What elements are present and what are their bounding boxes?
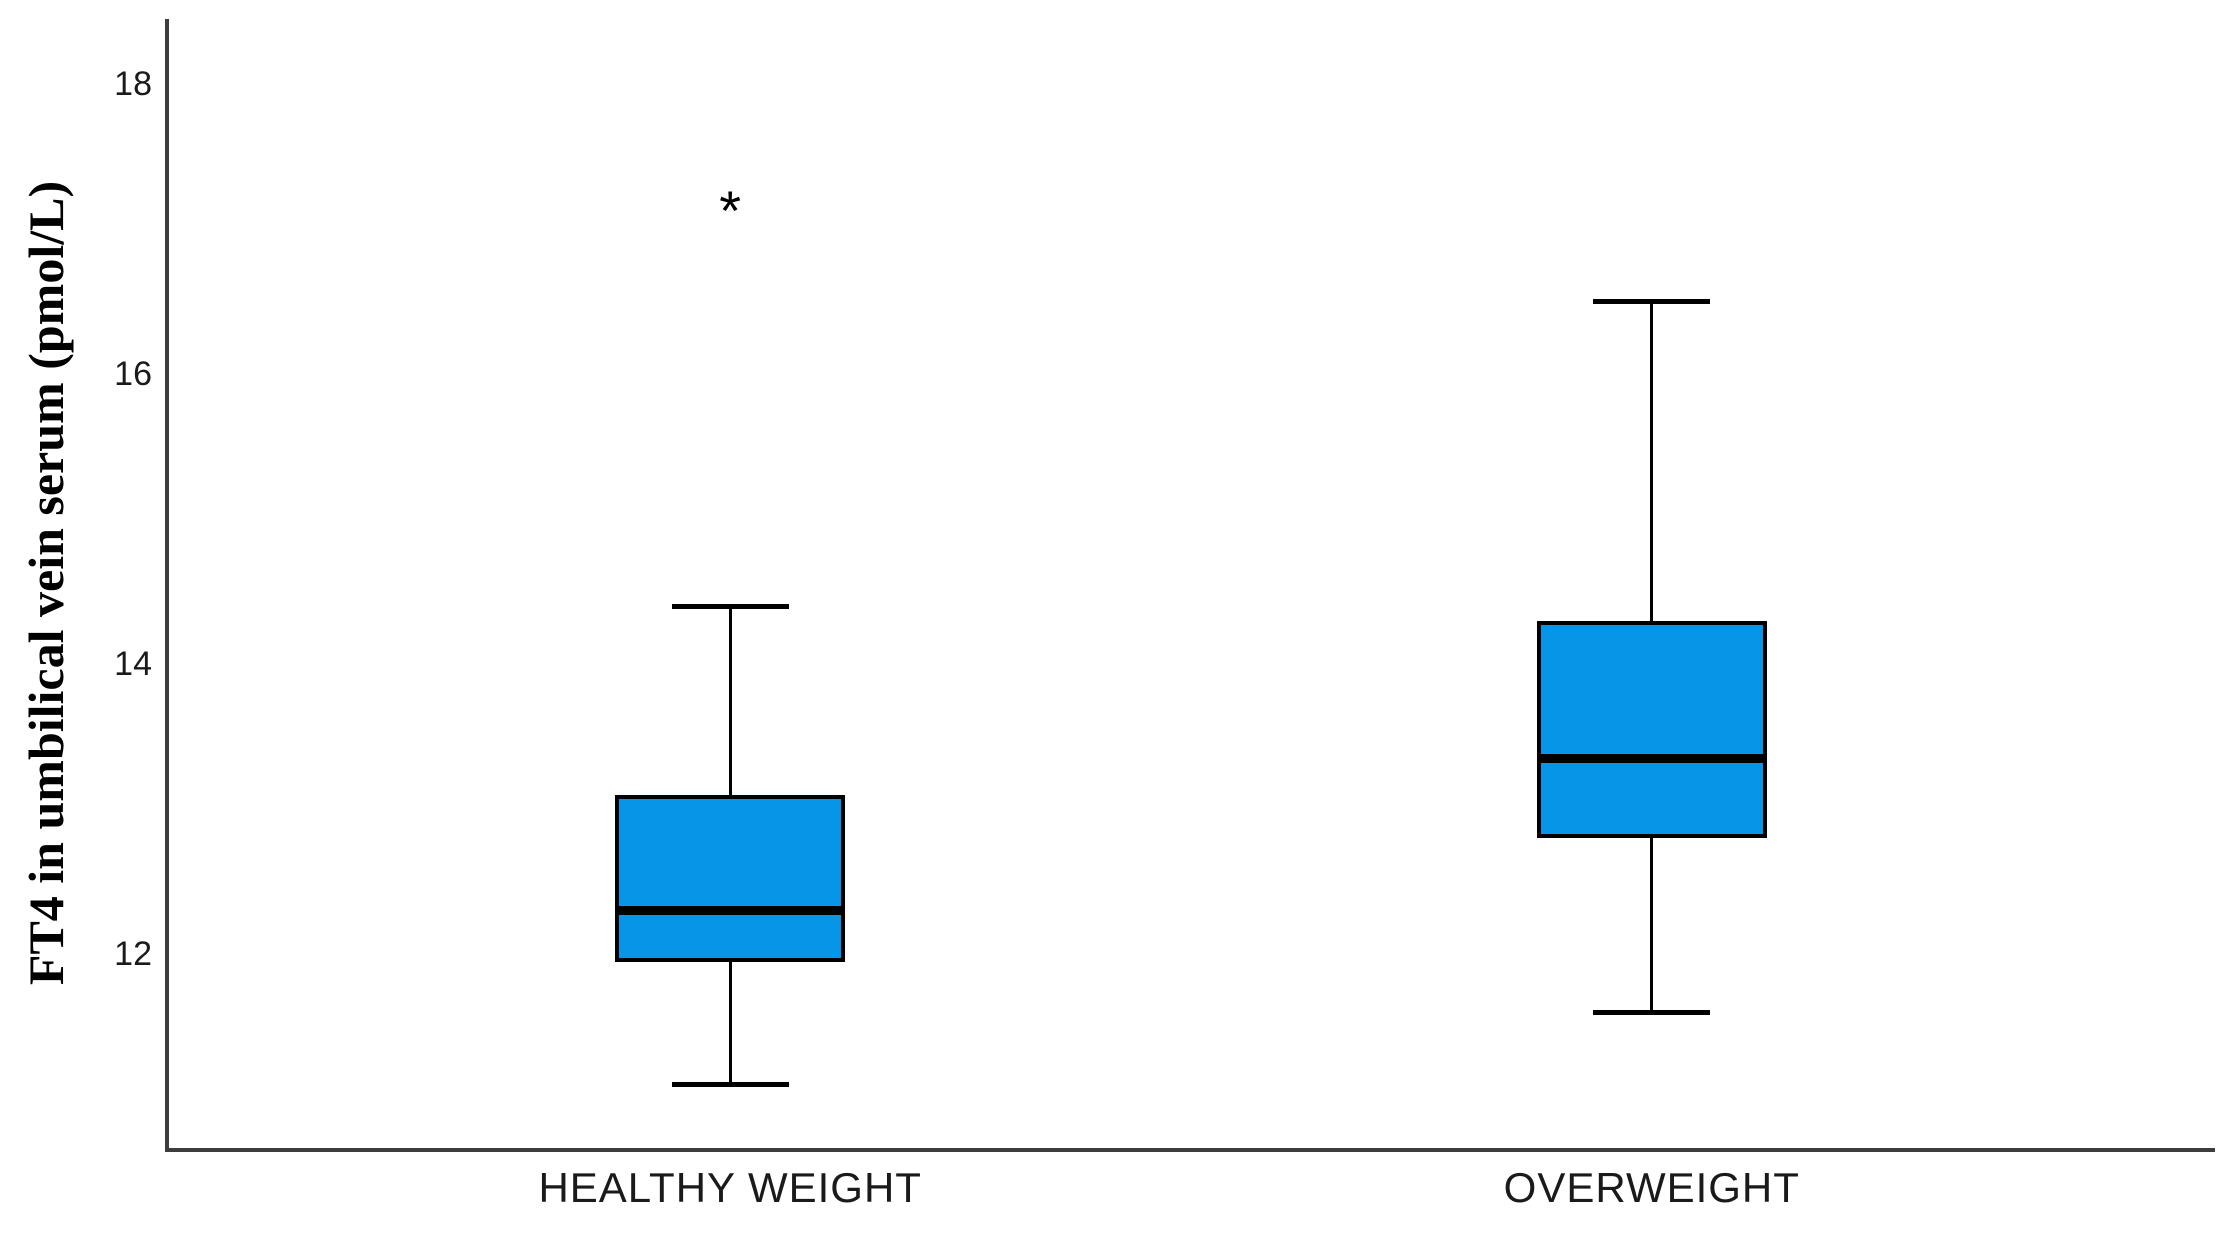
- iqr-box: [615, 794, 846, 962]
- outlier-marker: *: [719, 179, 742, 243]
- lower-whisker-line: [1650, 838, 1654, 1013]
- lower-whisker-line: [728, 961, 732, 1085]
- upper-whisker-cap: [1593, 299, 1711, 305]
- iqr-box: [1536, 620, 1767, 839]
- median-line: [615, 906, 846, 916]
- y-axis-line: [165, 19, 169, 1150]
- y-axis-label: FT4 in umbilical vein serum (pmol/L): [18, 180, 74, 986]
- y-tick-label: 14: [114, 645, 152, 684]
- y-tick-label: 18: [114, 65, 152, 104]
- median-line: [1536, 754, 1767, 763]
- upper-whisker-line: [728, 606, 732, 795]
- upper-whisker-line: [1650, 301, 1654, 621]
- y-tick-label: 12: [114, 935, 152, 974]
- upper-whisker-cap: [671, 603, 789, 609]
- lower-whisker-cap: [1593, 1009, 1711, 1015]
- category-label: OVERWEIGHT: [1503, 1164, 1800, 1211]
- category-label: HEALTHY WEIGHT: [538, 1164, 922, 1211]
- lower-whisker-cap: [671, 1082, 789, 1088]
- y-tick-label: 16: [114, 355, 152, 394]
- x-axis-line: [165, 1148, 2215, 1152]
